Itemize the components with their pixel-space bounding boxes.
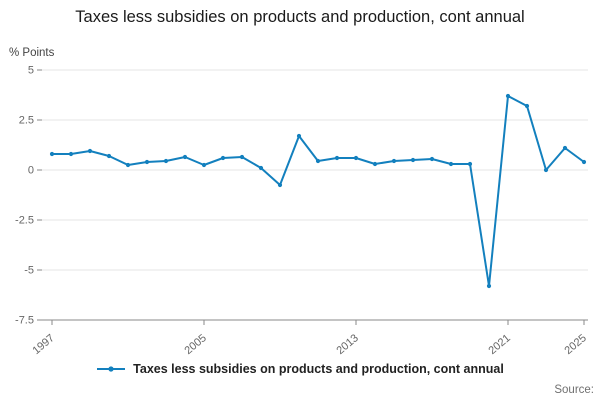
data-point-marker — [543, 167, 549, 173]
data-point-marker — [125, 162, 131, 168]
source-label: Source: — [554, 384, 594, 396]
data-point-marker — [410, 157, 416, 163]
data-point-marker — [296, 133, 302, 139]
data-point-marker — [372, 161, 378, 167]
data-point-marker — [258, 165, 264, 171]
data-point-marker — [581, 159, 587, 165]
data-point-marker — [334, 155, 340, 161]
y-tick-label: 5 — [28, 65, 34, 77]
data-point-marker — [505, 93, 511, 99]
data-point-marker — [448, 161, 454, 167]
y-tick-label: -7.5 — [15, 315, 34, 327]
data-point-marker — [144, 159, 150, 165]
y-tick-label: -2.5 — [15, 215, 34, 227]
data-point-marker — [106, 153, 112, 159]
data-point-marker — [486, 283, 492, 289]
data-line — [51, 95, 585, 287]
data-point-marker — [524, 103, 530, 109]
data-point-marker — [182, 154, 188, 160]
y-tick-label: 0 — [28, 165, 34, 177]
y-tick-label: -5 — [24, 265, 34, 277]
y-tick-label: 2.5 — [19, 115, 34, 127]
x-tick-label: 2021 — [486, 332, 512, 357]
data-point-marker — [220, 155, 226, 161]
x-tick-label: 2025 — [562, 332, 588, 357]
data-point-marker — [201, 162, 207, 168]
data-point-marker — [391, 158, 397, 164]
legend-label: Taxes less subsidies on products and pro… — [133, 362, 504, 376]
data-point-marker — [163, 158, 169, 164]
data-point-marker — [315, 158, 321, 164]
x-tick-label: 2005 — [182, 332, 208, 357]
chart-title: Taxes less subsidies on products and pro… — [0, 7, 600, 28]
chart-title-text: Taxes less subsidies on products and pro… — [75, 8, 525, 26]
y-axis-title: % Points — [9, 47, 55, 59]
legend-line-marker-icon — [97, 366, 126, 372]
data-point-marker — [467, 161, 473, 167]
data-point-marker — [87, 148, 93, 154]
x-tick-label: 1997 — [30, 332, 56, 357]
data-point-marker — [49, 151, 55, 157]
data-point-marker — [562, 145, 568, 151]
data-point-marker — [353, 155, 359, 161]
line-chart: 5 2.5 0 -2.5 -5 -7.5 1997 2005 2013 2021 2025 — [15, 65, 589, 358]
data-point-marker — [429, 156, 435, 162]
data-point-marker — [277, 182, 283, 188]
data-point-marker — [239, 154, 245, 160]
x-tick-label: 2013 — [334, 332, 360, 357]
legend: Taxes less subsidies on products and pro… — [0, 362, 600, 376]
data-point-marker — [68, 151, 74, 157]
